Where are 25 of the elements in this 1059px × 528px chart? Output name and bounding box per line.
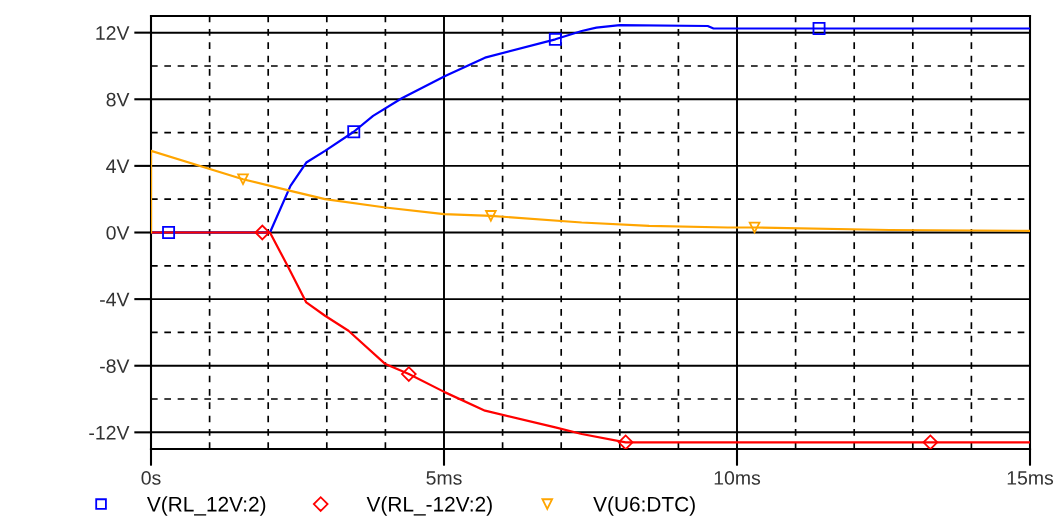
- legend-label: V(RL_-12V:2): [366, 496, 492, 516]
- y-tick-label: 12V: [96, 26, 130, 40]
- point: [485, 210, 497, 222]
- x-tick-label: 10ms: [714, 471, 761, 485]
- x-tick-label: 5ms: [426, 471, 462, 485]
- y-tick-label: -12V: [89, 425, 130, 440]
- y-tick-label: -8V: [100, 359, 130, 373]
- y-tick-label: 0V: [106, 225, 130, 240]
- point: [548, 32, 562, 46]
- point: [401, 366, 417, 382]
- x-tick-label: 15ms: [1007, 471, 1054, 485]
- y-tick-label: 8V: [106, 92, 130, 107]
- point: [748, 221, 761, 234]
- x-tick-label: 0s: [141, 471, 161, 485]
- point: [812, 22, 826, 35]
- y-tick-label: 4V: [106, 159, 130, 173]
- legend-label: V(RL_12V:2): [146, 496, 266, 516]
- y-tick-label: -4V: [100, 292, 130, 307]
- point: [922, 434, 939, 449]
- point: [254, 224, 271, 241]
- point: [617, 434, 634, 449]
- point: [237, 173, 249, 185]
- legend-label: V(U6:DTC): [593, 496, 695, 516]
- point: [162, 226, 176, 239]
- point: [347, 125, 361, 139]
